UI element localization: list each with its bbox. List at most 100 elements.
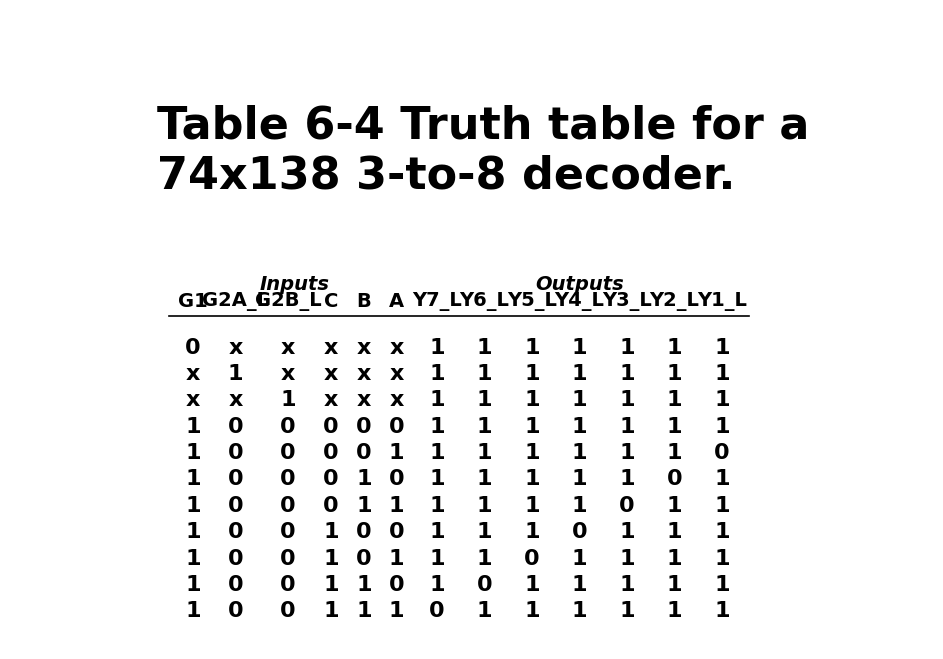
- Text: x: x: [323, 337, 339, 358]
- Text: 1: 1: [667, 337, 682, 358]
- Text: x: x: [389, 390, 404, 411]
- Text: 1: 1: [185, 416, 201, 437]
- Text: 1: 1: [185, 496, 201, 516]
- Text: x: x: [356, 337, 371, 358]
- Text: 1: 1: [571, 390, 587, 411]
- Text: 1: 1: [714, 522, 730, 542]
- Text: 1: 1: [620, 443, 635, 463]
- Text: C: C: [323, 292, 339, 311]
- Text: 1: 1: [356, 496, 372, 516]
- Text: 1: 1: [620, 390, 635, 411]
- Text: 1: 1: [714, 496, 730, 516]
- Text: 0: 0: [389, 575, 405, 595]
- Text: 1: 1: [389, 602, 405, 621]
- Text: 1: 1: [429, 364, 445, 384]
- Text: 1: 1: [620, 575, 635, 595]
- Text: 0: 0: [389, 522, 405, 542]
- Text: 1: 1: [571, 548, 587, 569]
- Text: 1: 1: [476, 469, 492, 490]
- Text: 0: 0: [227, 496, 243, 516]
- Text: 1: 1: [571, 364, 587, 384]
- Text: 1: 1: [185, 469, 201, 490]
- Text: B: B: [356, 292, 372, 311]
- Text: 1: 1: [476, 602, 492, 621]
- Text: 1: 1: [620, 548, 635, 569]
- Text: x: x: [186, 390, 200, 411]
- Text: 0: 0: [323, 443, 339, 463]
- Text: 1: 1: [429, 522, 445, 542]
- Text: G2B_L: G2B_L: [255, 292, 322, 311]
- Text: 1: 1: [667, 602, 682, 621]
- Text: 1: 1: [323, 548, 339, 569]
- Text: 1: 1: [667, 364, 682, 384]
- Text: 1: 1: [389, 496, 405, 516]
- Text: 0: 0: [323, 469, 339, 490]
- Text: 0: 0: [227, 443, 243, 463]
- Text: 1: 1: [714, 390, 730, 411]
- Text: 1: 1: [714, 337, 730, 358]
- Text: 1: 1: [389, 548, 405, 569]
- Text: 1: 1: [667, 575, 682, 595]
- Text: 1: 1: [323, 522, 339, 542]
- Text: 0: 0: [227, 548, 243, 569]
- Text: Y3_L: Y3_L: [602, 292, 652, 311]
- Text: 1: 1: [356, 602, 372, 621]
- Text: x: x: [228, 390, 242, 411]
- Text: Y2_L: Y2_L: [650, 292, 700, 311]
- Text: 0: 0: [429, 602, 445, 621]
- Text: 0: 0: [280, 496, 296, 516]
- Text: 1: 1: [429, 337, 445, 358]
- Text: 0: 0: [280, 548, 296, 569]
- Text: Y1_L: Y1_L: [697, 292, 747, 311]
- Text: 1: 1: [667, 496, 682, 516]
- Text: 0: 0: [280, 443, 296, 463]
- Text: 1: 1: [714, 602, 730, 621]
- Text: 0: 0: [667, 469, 682, 490]
- Text: 1: 1: [280, 390, 296, 411]
- Text: 0: 0: [280, 416, 296, 437]
- Text: 1: 1: [185, 443, 201, 463]
- Text: 0: 0: [280, 575, 296, 595]
- Text: 1: 1: [356, 575, 372, 595]
- Text: x: x: [323, 390, 339, 411]
- Text: 0: 0: [280, 522, 296, 542]
- Text: 1: 1: [476, 364, 492, 384]
- Text: 0: 0: [356, 522, 372, 542]
- Text: 0: 0: [524, 548, 539, 569]
- Text: 1: 1: [429, 469, 445, 490]
- Text: 1: 1: [429, 548, 445, 569]
- Text: 1: 1: [476, 522, 492, 542]
- Text: x: x: [323, 364, 339, 384]
- Text: 0: 0: [476, 575, 492, 595]
- Text: 1: 1: [476, 390, 492, 411]
- Text: 1: 1: [323, 575, 339, 595]
- Text: x: x: [281, 364, 295, 384]
- Text: 1: 1: [429, 390, 445, 411]
- Text: A: A: [389, 292, 405, 311]
- Text: Y4_L: Y4_L: [554, 292, 604, 311]
- Text: 1: 1: [620, 416, 635, 437]
- Text: 1: 1: [524, 522, 539, 542]
- Text: 0: 0: [356, 416, 372, 437]
- Text: x: x: [356, 364, 371, 384]
- Text: 1: 1: [620, 602, 635, 621]
- Text: 1: 1: [476, 337, 492, 358]
- Text: 0: 0: [356, 443, 372, 463]
- Text: 1: 1: [389, 443, 405, 463]
- Text: 1: 1: [667, 548, 682, 569]
- Text: 1: 1: [356, 469, 372, 490]
- Text: x: x: [228, 337, 242, 358]
- Text: 1: 1: [714, 469, 730, 490]
- Text: 1: 1: [476, 548, 492, 569]
- Text: 1: 1: [185, 575, 201, 595]
- Text: Table 6-4 Truth table for a
74x138 3-to-8 decoder.: Table 6-4 Truth table for a 74x138 3-to-…: [157, 105, 809, 197]
- Text: 1: 1: [714, 575, 730, 595]
- Text: 1: 1: [185, 602, 201, 621]
- Text: Inputs: Inputs: [259, 275, 330, 294]
- Text: 1: 1: [429, 416, 445, 437]
- Text: 1: 1: [571, 602, 587, 621]
- Text: 1: 1: [667, 522, 682, 542]
- Text: 0: 0: [280, 469, 296, 490]
- Text: x: x: [356, 390, 371, 411]
- Text: Y7_L: Y7_L: [412, 292, 462, 311]
